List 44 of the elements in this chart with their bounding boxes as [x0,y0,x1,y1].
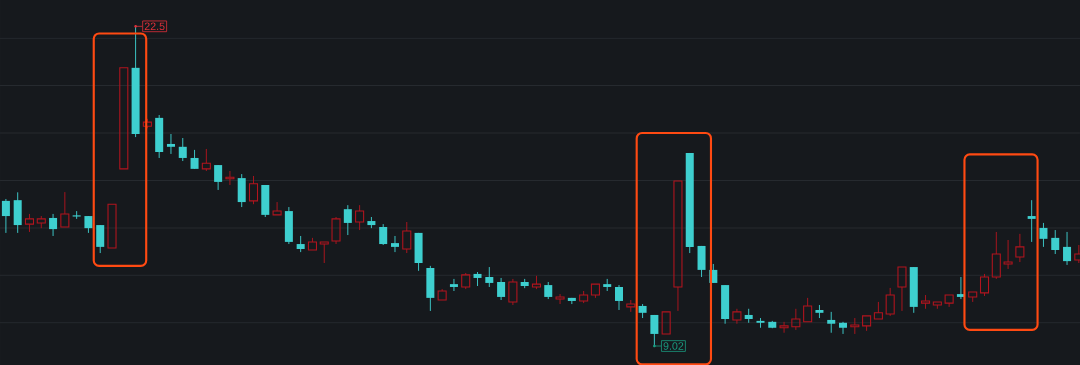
candlestick [166,133,175,155]
candlestick [615,284,624,311]
candlestick [237,173,246,208]
candlestick [119,67,129,170]
candlestick [1039,222,1048,248]
annotation: 9.02 [663,342,684,350]
candlestick [839,321,848,335]
candlestick [508,278,518,306]
candlestick [319,241,329,264]
candlestick [1003,239,1013,270]
candlestick [390,235,399,253]
candlestick [272,201,282,216]
candlestick [850,317,860,335]
candlestick [449,278,458,292]
candlestick [178,137,187,162]
candlestick [107,203,117,249]
candlestick [49,213,58,237]
candlestick [944,294,954,308]
candlestick [1015,233,1025,263]
candlestick [60,191,70,228]
candlestick [697,245,706,278]
candlestick [791,308,801,331]
candlestick [1051,229,1060,255]
candlestick [779,321,789,334]
candlestick [96,224,105,254]
candlestick [732,308,742,325]
candlestick [555,293,565,305]
candlestick [1,198,10,234]
candlestick [225,170,235,186]
candlestick [331,216,341,245]
candlestick [485,266,494,288]
candlestick [827,311,836,334]
candlestick [190,149,199,170]
candlestick [379,223,388,246]
candlestick [673,180,683,312]
candlestick [497,277,506,301]
annotation: 22.5 [144,22,165,31]
candlestick [343,204,352,236]
candlestick [214,164,223,191]
candlestick [661,311,671,335]
candlestick [1063,231,1072,266]
candlestick [1027,199,1036,243]
candlestick [873,301,883,320]
candlestick [897,266,907,312]
